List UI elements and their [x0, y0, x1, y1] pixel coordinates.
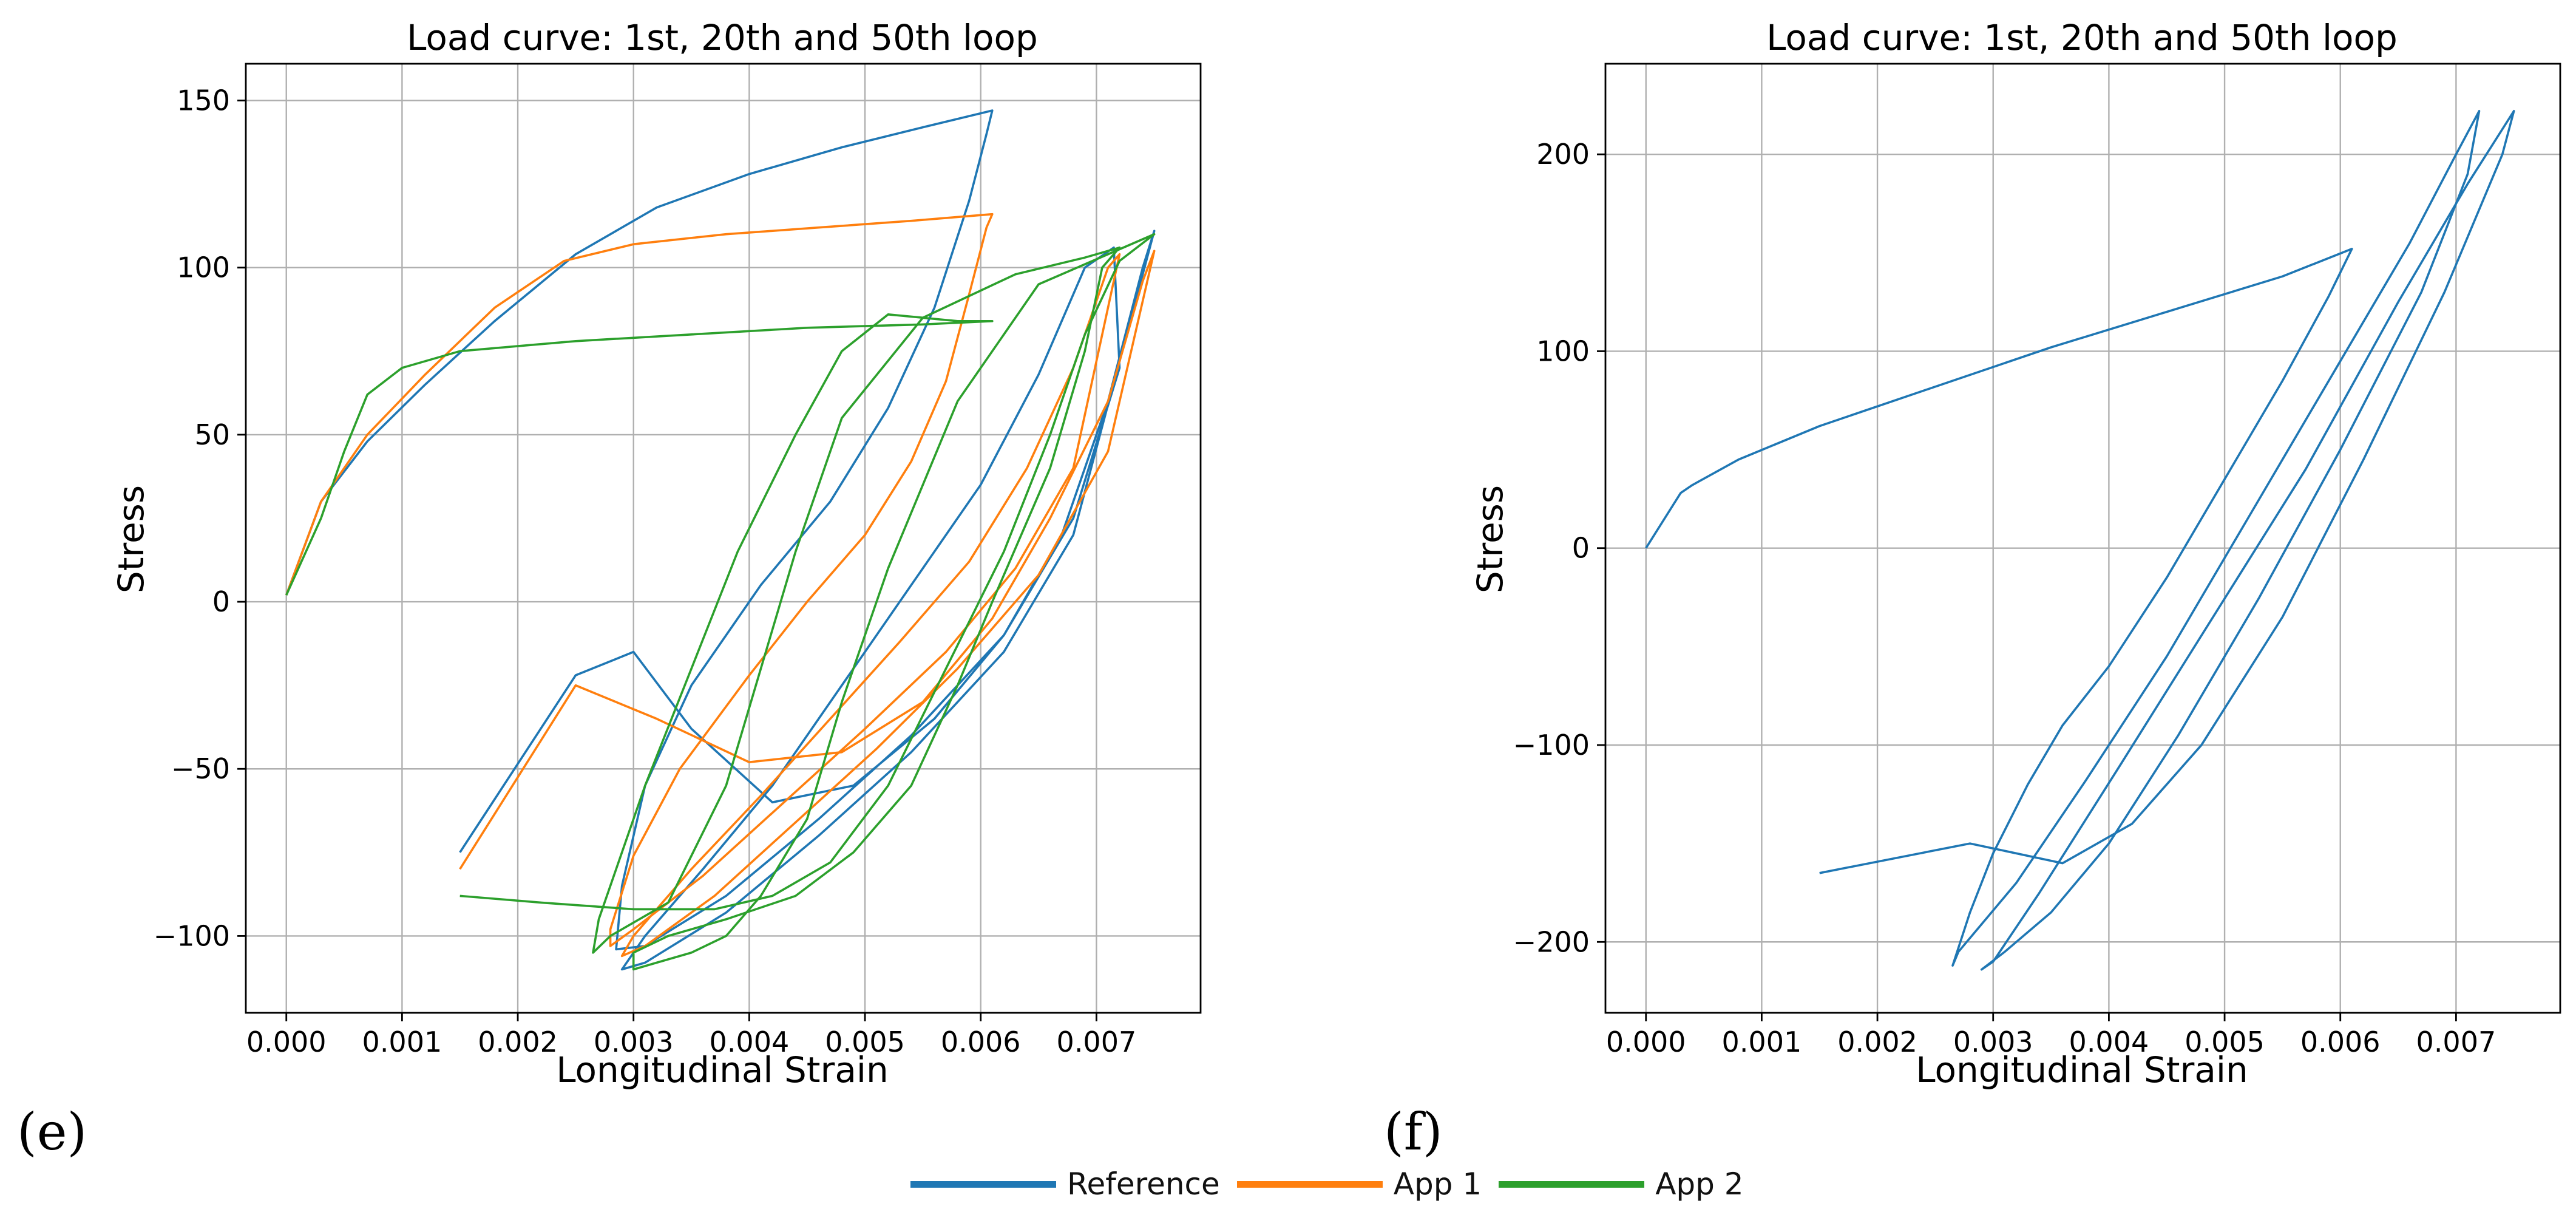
x-tick-label: 0.004 [710, 1026, 790, 1058]
legend-swatch [1236, 1180, 1383, 1188]
x-tick-label: 0.003 [1953, 1026, 2033, 1058]
x-tick-label: 0.003 [594, 1026, 674, 1058]
y-tick-label: 50 [194, 418, 230, 451]
x-tick-label: 0.002 [1837, 1026, 1917, 1058]
y-tick-label: 0 [1572, 532, 1590, 565]
y-axis-label: Stress [1469, 485, 1511, 593]
x-tick-label: 0.001 [362, 1026, 442, 1058]
legend-item-app-2: App 2 [1499, 1166, 1744, 1202]
x-tick-label: 0.001 [1722, 1026, 1802, 1058]
legend-label: Reference [1067, 1166, 1220, 1202]
chart-panel-e: Load curve: 1st, 20th and 50th loop Long… [110, 17, 1202, 1091]
legend-swatch [910, 1180, 1056, 1188]
grid [246, 64, 1201, 1013]
y-tick-label: 0 [212, 585, 230, 618]
x-axis-label: Longitudinal Strain [1916, 1049, 2248, 1091]
grid [1605, 64, 2560, 1013]
y-tick-label: −200 [1513, 925, 1590, 958]
x-tick-label: 0.002 [478, 1026, 558, 1058]
series-line-reference [1645, 110, 2515, 971]
chart-title: Load curve: 1st, 20th and 50th loop [1766, 17, 2398, 58]
y-tick-label: 100 [177, 251, 230, 284]
y-tick-label: −50 [171, 752, 230, 785]
x-tick-label: 0.005 [825, 1026, 905, 1058]
chart-panel-f: Load curve: 1st, 20th and 50th loop Long… [1469, 17, 2561, 1091]
legend-item-app-1: App 1 [1236, 1166, 1482, 1202]
legend: Reference App 1 App 2 [910, 1163, 1761, 1205]
axes-frame [1604, 63, 2561, 1014]
y-tick-label: 150 [177, 84, 230, 117]
x-tick-label: 0.006 [941, 1026, 1021, 1058]
y-axis-label: Stress [110, 485, 152, 593]
y-tick-label: 100 [1536, 335, 1590, 367]
y-tick-label: 200 [1536, 138, 1590, 171]
series-line-reference [285, 109, 1156, 971]
x-tick-label: 0.004 [2069, 1026, 2149, 1058]
legend-label: App 2 [1655, 1166, 1744, 1202]
series-line-app-2 [285, 233, 1156, 971]
y-tick-label: −100 [1513, 729, 1590, 761]
x-tick-label: 0.006 [2300, 1026, 2381, 1058]
chart-title: Load curve: 1st, 20th and 50th loop [407, 17, 1038, 58]
x-tick-label: 0.007 [1057, 1026, 1137, 1058]
axes-frame [245, 63, 1202, 1014]
x-axis-label: Longitudinal Strain [556, 1049, 889, 1091]
legend-swatch [1499, 1180, 1645, 1188]
panel-label-e: (e) [17, 1102, 87, 1162]
x-tick-label: 0.000 [1606, 1026, 1686, 1058]
x-tick-label: 0.005 [2185, 1026, 2265, 1058]
x-tick-label: 0.000 [246, 1026, 327, 1058]
x-tick-label: 0.007 [2416, 1026, 2496, 1058]
y-tick-label: −100 [154, 919, 230, 952]
legend-item-reference: Reference [910, 1166, 1220, 1202]
series-line-app-1 [285, 213, 1156, 958]
panel-label-f: (f) [1384, 1102, 1443, 1162]
legend-label: App 1 [1393, 1166, 1482, 1202]
